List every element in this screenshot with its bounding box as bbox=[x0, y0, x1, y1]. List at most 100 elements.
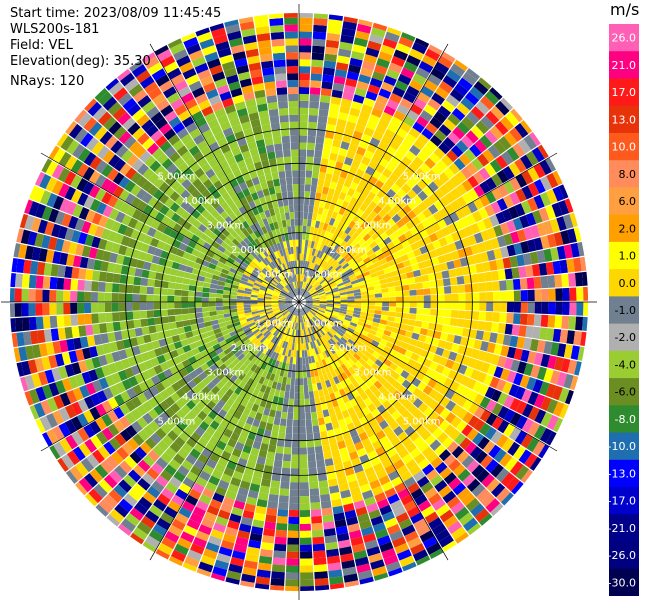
radar-ray bbox=[209, 23, 298, 296]
velocity-gate bbox=[281, 219, 287, 228]
velocity-gate bbox=[373, 313, 382, 319]
velocity-gate bbox=[125, 167, 137, 180]
velocity-gate bbox=[202, 287, 210, 293]
velocity-gate bbox=[381, 306, 390, 312]
velocity-gate bbox=[262, 188, 270, 197]
velocity-gate bbox=[285, 300, 293, 302]
velocity-gate bbox=[184, 245, 194, 255]
velocity-gate bbox=[293, 281, 297, 289]
velocity-gate bbox=[347, 229, 356, 238]
velocity-gate bbox=[195, 286, 204, 292]
velocity-gate bbox=[149, 385, 160, 397]
velocity-gate bbox=[89, 406, 101, 420]
velocity-gate bbox=[407, 199, 418, 210]
velocity-gate bbox=[384, 517, 398, 529]
velocity-gate bbox=[404, 330, 413, 338]
velocity-gate bbox=[222, 533, 237, 544]
velocity-gate bbox=[317, 473, 328, 482]
velocity-gate bbox=[299, 482, 309, 490]
velocity-gate bbox=[212, 430, 223, 441]
velocity-gate bbox=[94, 126, 108, 141]
velocity-gate bbox=[533, 314, 542, 327]
velocity-gate bbox=[335, 433, 345, 443]
velocity-gate bbox=[209, 288, 217, 294]
velocity-gate bbox=[92, 323, 101, 335]
velocity-gate bbox=[113, 419, 126, 433]
velocity-gate bbox=[540, 396, 552, 412]
velocity-gate bbox=[270, 402, 278, 411]
velocity-gate bbox=[481, 473, 495, 488]
velocity-gate bbox=[200, 362, 210, 372]
velocity-gate bbox=[96, 202, 107, 215]
velocity-gate bbox=[61, 240, 71, 253]
velocity-gate bbox=[338, 482, 350, 492]
velocity-gate bbox=[300, 288, 303, 296]
velocity-gate bbox=[285, 586, 299, 592]
velocity-gate bbox=[350, 250, 359, 259]
velocity-gate bbox=[156, 264, 165, 274]
velocity-gate bbox=[289, 291, 295, 297]
velocity-gate bbox=[441, 99, 456, 113]
velocity-gate bbox=[300, 322, 302, 330]
velocity-gate bbox=[290, 475, 299, 483]
velocity-gate bbox=[23, 331, 32, 346]
velocity-gate bbox=[126, 320, 135, 330]
velocity-gate bbox=[72, 446, 86, 462]
velocity-gate bbox=[442, 490, 457, 504]
velocity-gate bbox=[401, 436, 413, 448]
velocity-gate bbox=[386, 99, 399, 110]
velocity-gate bbox=[409, 295, 417, 302]
velocity-gate bbox=[244, 309, 252, 314]
velocity-gate bbox=[337, 284, 346, 289]
velocity-gate bbox=[261, 370, 268, 379]
velocity-gate bbox=[268, 350, 274, 358]
velocity-gate bbox=[319, 268, 326, 275]
velocity-gate bbox=[250, 118, 261, 128]
velocity-gate bbox=[28, 316, 37, 331]
velocity-gate bbox=[531, 264, 541, 277]
velocity-gate bbox=[416, 115, 429, 128]
velocity-gate bbox=[508, 384, 520, 398]
velocity-gate bbox=[178, 162, 190, 174]
velocity-gate bbox=[44, 369, 55, 384]
velocity-gate bbox=[198, 270, 207, 277]
velocity-gate bbox=[280, 291, 287, 296]
velocity-gate bbox=[286, 304, 293, 309]
velocity-gate bbox=[347, 258, 355, 266]
velocity-gate bbox=[467, 523, 481, 536]
velocity-gate bbox=[491, 187, 503, 201]
velocity-gate bbox=[412, 73, 427, 86]
velocity-gate bbox=[27, 231, 38, 246]
velocity-gate bbox=[245, 351, 253, 359]
velocity-gate bbox=[247, 253, 255, 261]
velocity-gate bbox=[408, 430, 420, 442]
velocity-gate bbox=[415, 340, 425, 349]
velocity-gate bbox=[293, 308, 297, 315]
radar-ray bbox=[301, 32, 416, 296]
velocity-gate bbox=[132, 483, 147, 497]
radar-ray bbox=[300, 308, 389, 581]
velocity-gate bbox=[158, 257, 167, 267]
velocity-gate bbox=[371, 244, 381, 253]
velocity-gate bbox=[467, 357, 478, 369]
velocity-gate bbox=[112, 321, 121, 332]
velocity-gate bbox=[336, 318, 344, 324]
velocity-gate bbox=[421, 145, 433, 158]
velocity-gate bbox=[344, 369, 353, 378]
velocity-gate bbox=[323, 451, 333, 460]
velocity-gate bbox=[525, 150, 539, 166]
velocity-gate bbox=[189, 162, 201, 173]
velocity-gate bbox=[115, 381, 126, 394]
velocity-gate bbox=[306, 439, 315, 448]
velocity-gate bbox=[129, 451, 143, 464]
velocity-gate bbox=[570, 242, 580, 258]
velocity-gate bbox=[278, 170, 286, 179]
velocity-gate bbox=[335, 125, 345, 135]
velocity-gate bbox=[223, 286, 232, 292]
velocity-gate bbox=[160, 295, 168, 302]
velocity-gate bbox=[258, 273, 266, 280]
velocity-gate bbox=[237, 289, 245, 294]
velocity-gate bbox=[426, 451, 439, 464]
velocity-gate bbox=[63, 302, 71, 315]
velocity-gate bbox=[356, 324, 364, 330]
